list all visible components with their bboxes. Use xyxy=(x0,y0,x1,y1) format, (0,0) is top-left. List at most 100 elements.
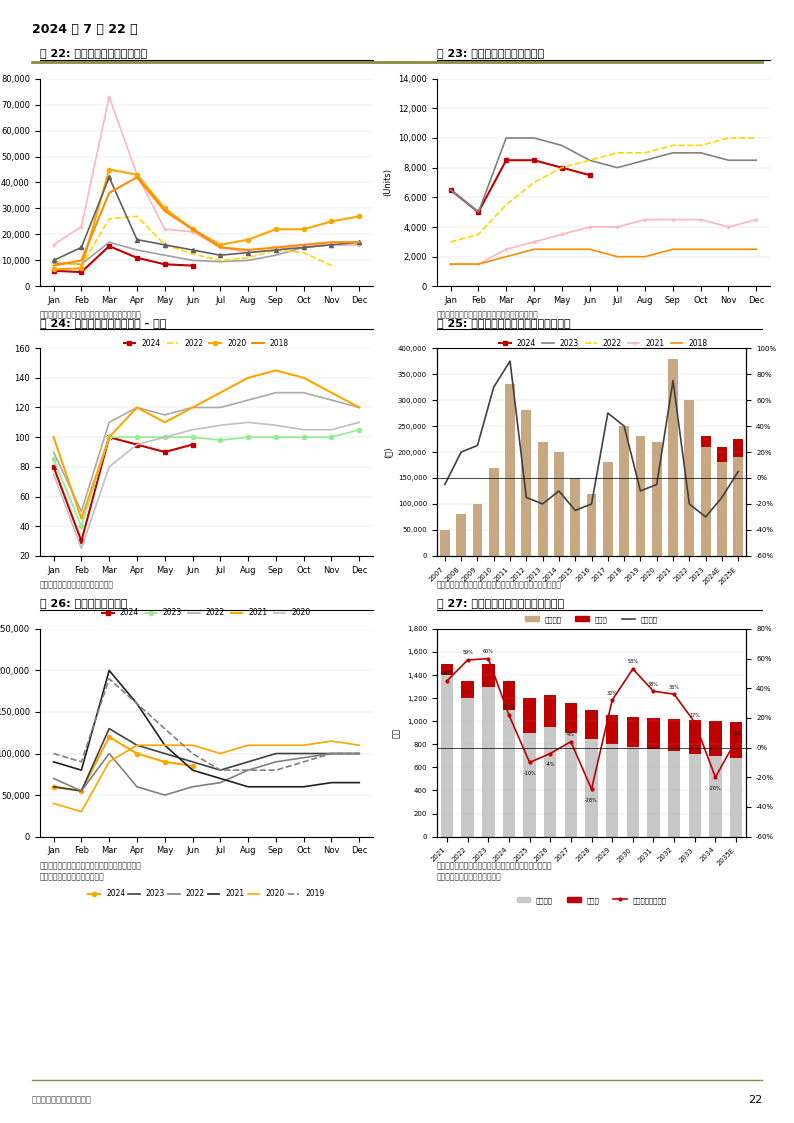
2024 xyxy=(132,747,141,760)
同比变化 xyxy=(554,484,564,497)
2021 xyxy=(76,220,86,234)
Line: 2024: 2024 xyxy=(52,734,195,793)
2019 xyxy=(216,764,225,777)
2022 xyxy=(160,788,170,802)
2021 xyxy=(104,430,114,444)
2024 xyxy=(473,206,483,219)
2023 xyxy=(243,755,252,768)
2019 xyxy=(132,232,141,246)
2022 xyxy=(76,504,86,518)
Legend: 2024, 2023, 2022, 2021, 2020, 2019: 2024, 2023, 2022, 2021, 2020, 2019 xyxy=(86,886,327,902)
2023 xyxy=(216,255,225,268)
2022 xyxy=(243,393,252,407)
2018 xyxy=(668,243,677,256)
2022 xyxy=(354,747,364,760)
2021 xyxy=(48,755,59,768)
2023 xyxy=(104,236,114,249)
2022 xyxy=(668,138,677,152)
Text: 注：销量包括内销以及出口销售: 注：销量包括内销以及出口销售 xyxy=(40,873,105,882)
2021 xyxy=(327,386,337,400)
2021 xyxy=(723,220,733,234)
同比变化 xyxy=(440,477,449,491)
Text: 资料来源：中国工程机械协会、招银国际环球市场: 资料来源：中国工程机械协会、招银国际环球市场 xyxy=(437,311,538,320)
2022 xyxy=(216,776,225,789)
Bar xyxy=(522,411,531,556)
2018 xyxy=(216,240,225,254)
同比增长（右轴） xyxy=(463,654,472,667)
Text: -20%: -20% xyxy=(709,786,722,791)
2021 xyxy=(327,776,337,789)
2021 xyxy=(48,238,59,252)
Bar xyxy=(730,758,742,837)
Bar xyxy=(652,441,661,556)
2023 xyxy=(271,248,280,262)
Bar xyxy=(472,504,482,556)
Line: 2019: 2019 xyxy=(52,175,361,263)
2024 xyxy=(48,460,59,474)
2021 xyxy=(104,664,114,677)
Text: 投资者须阅览页之免责声明: 投资者须阅览页之免责声明 xyxy=(32,1096,92,1105)
2023 xyxy=(104,722,114,736)
2020 xyxy=(243,416,252,429)
2019 xyxy=(160,722,170,736)
2021 xyxy=(557,228,567,241)
2023 xyxy=(327,238,337,252)
2018 xyxy=(613,250,622,264)
2020 xyxy=(327,734,337,748)
Bar xyxy=(554,453,564,556)
2020 xyxy=(327,214,337,228)
2022 xyxy=(613,146,622,159)
2022 xyxy=(584,154,594,167)
Text: 38%: 38% xyxy=(648,682,659,686)
2022 xyxy=(473,228,483,241)
2021 xyxy=(640,213,649,227)
2019 xyxy=(48,254,59,267)
2024 xyxy=(76,535,86,548)
Bar xyxy=(489,467,499,556)
2020 xyxy=(48,467,59,481)
2021 xyxy=(187,764,197,777)
2019 xyxy=(104,672,114,685)
Line: 2021: 2021 xyxy=(449,218,758,266)
Bar xyxy=(503,710,515,837)
Bar xyxy=(503,681,515,710)
2020 xyxy=(216,747,225,760)
Text: 图 25: 招银国际环球市场挖掘机销量预测: 图 25: 招银国际环球市场挖掘机销量预测 xyxy=(437,318,570,328)
Bar xyxy=(565,733,577,837)
同比变化 xyxy=(669,374,678,387)
2022 xyxy=(299,386,308,400)
2018 xyxy=(299,238,308,252)
Legend: 2024, 2023, 2022, 2021, 2020: 2024, 2023, 2022, 2021, 2020 xyxy=(99,605,314,621)
2024 xyxy=(132,438,141,451)
Text: -4%: -4% xyxy=(545,763,555,767)
同比变化 xyxy=(701,510,711,523)
Line: 2021: 2021 xyxy=(53,371,359,519)
Bar xyxy=(544,727,557,837)
Line: 2024: 2024 xyxy=(449,158,592,214)
Line: 2023: 2023 xyxy=(53,729,359,791)
2018 xyxy=(723,243,733,256)
2018 xyxy=(76,254,86,267)
2023 xyxy=(76,257,86,271)
Bar xyxy=(626,747,639,837)
Line: 2024: 2024 xyxy=(52,435,195,544)
2023 xyxy=(243,254,252,267)
Bar xyxy=(626,716,639,747)
2021 xyxy=(48,430,59,444)
2018 xyxy=(48,259,59,273)
Bar xyxy=(441,675,453,837)
同比变化 xyxy=(489,381,499,394)
2018 xyxy=(187,222,197,236)
Line: 2023: 2023 xyxy=(53,243,359,264)
2020 xyxy=(216,238,225,252)
2020 xyxy=(104,460,114,474)
2018 xyxy=(529,243,538,256)
2024 xyxy=(584,168,594,182)
2021 xyxy=(160,416,170,429)
同比增长（右轴） xyxy=(545,747,555,760)
2023 xyxy=(327,747,337,760)
2023 xyxy=(216,433,225,447)
Bar xyxy=(482,686,495,837)
Bar xyxy=(709,756,722,837)
Text: 4%: 4% xyxy=(567,732,575,737)
